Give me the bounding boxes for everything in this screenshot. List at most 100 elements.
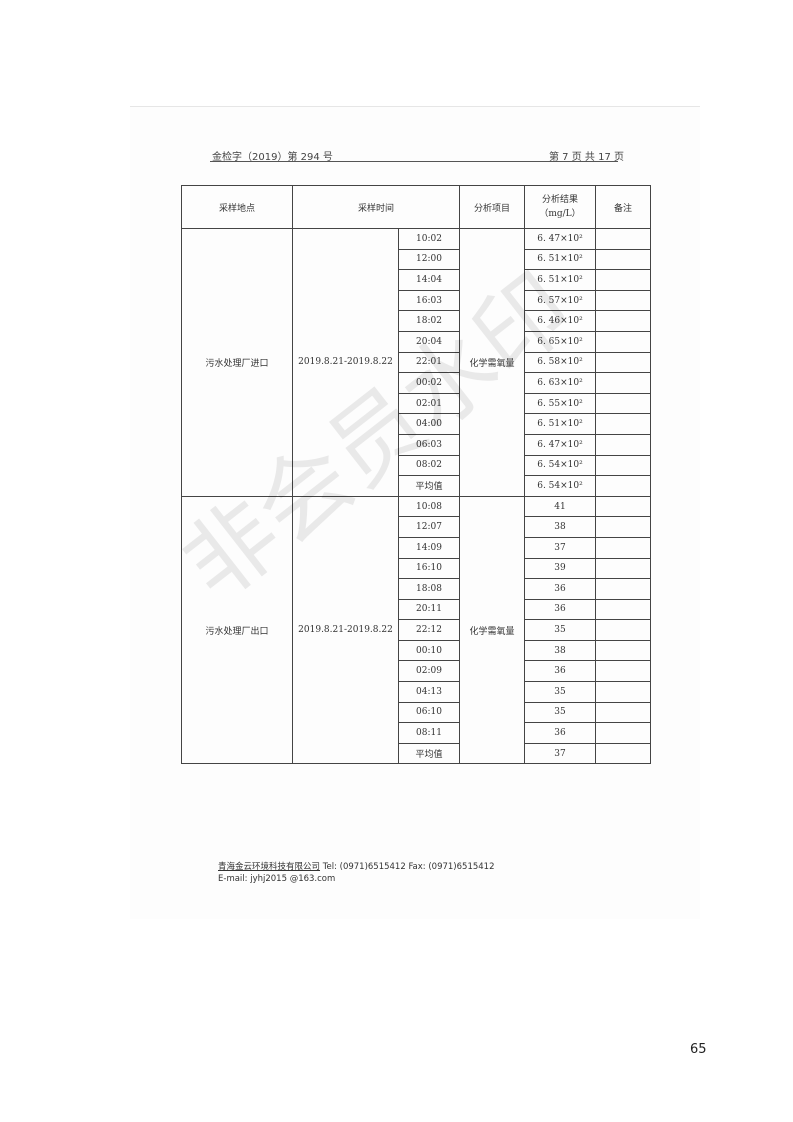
col-remark: 备注 [595,185,651,229]
table-row: 00:02 6. 63×10² [182,372,651,394]
phone-fax: Tel: (0971)6515412 Fax: (0971)6515412 [320,862,495,872]
remark-cell [595,310,651,332]
time-cell: 10:08 [398,495,460,518]
time-cell: 12:00 [398,248,460,271]
remark-cell [595,392,651,415]
table-row: 20:11 36 [182,598,651,621]
time-cell: 22:01 [398,351,460,374]
result-cell: 6. 47×10² [524,228,596,250]
result-cell: 35 [524,701,596,724]
date-range-cell: 2019.8.21-2019.8.22 [292,495,399,765]
table-row: 污水处理厂进口 2019.8.21-2019.8.22 10:02 化学需氧量 6. 4… [181,228,651,497]
location-cell: 污水处理厂出口 [181,495,293,765]
result-cell: 6. 55×10² [524,392,596,415]
time-cell: 18:08 [398,578,460,600]
time-cell: 02:09 [398,660,460,683]
time-cell: 22:12 [398,619,460,641]
remark-cell [595,351,651,374]
remark-cell [595,578,651,600]
result-cell: 35 [524,619,596,641]
result-cell: 6. 65×10² [524,330,596,353]
table-row: 12:00 6. 51×10² [182,248,651,271]
page-number: 65 [690,1042,707,1057]
time-cell: 18:02 [398,310,460,332]
remark-cell [595,372,651,394]
table-row: 平均值 6. 54×10² [182,475,651,497]
result-cell: 37 [524,742,596,765]
table-row: 02:01 6. 55×10² [182,392,651,415]
result-cell: 41 [524,495,596,518]
col-time: 采样时间 [292,185,460,229]
result-cell: 6. 47×10² [524,433,596,456]
table-row: 18:02 6. 46×10² [182,310,651,332]
remark-cell [595,495,651,518]
time-cell: 20:11 [398,598,460,621]
result-cell: 36 [524,660,596,683]
table-row: 02:09 36 [182,660,651,683]
remark-cell [595,289,651,312]
result-cell: 6. 58×10² [524,351,596,374]
footer-email: E-mail: jyhj2015 @163.com [218,874,336,884]
time-cell: 02:01 [398,392,460,415]
time-cell: 00:10 [398,639,460,662]
remark-cell [595,433,651,456]
document-number: 金检字（2019）第 294 号 [212,152,333,163]
table-row: 04:00 6. 51×10² [182,413,651,435]
remark-cell [595,454,651,477]
result-cell: 37 [524,536,596,559]
remark-cell [595,330,651,353]
time-cell: 08:11 [398,722,460,744]
remark-cell [595,516,651,538]
time-cell: 04:00 [398,413,460,435]
result-cell: 36 [524,722,596,744]
table-row: 平均值 37 [182,742,651,765]
remark-cell [595,742,651,765]
table-row: 08:11 36 [182,722,651,744]
result-cell: 6. 51×10² [524,413,596,435]
result-cell: 6. 57×10² [524,289,596,312]
time-cell: 16:10 [398,557,460,580]
remark-cell [595,722,651,744]
remark-cell [595,413,651,435]
company-name: 青海金云环境科技有限公司 [218,862,321,872]
remark-cell [595,598,651,621]
col-result: 分析结果（mg/L） [524,185,596,229]
remark-cell [595,639,651,662]
table-row: 06:10 35 [182,701,651,724]
footer-contact: 青海金云环境科技有限公司 Tel: (0971)6515412 Fax: (09… [218,860,494,872]
time-cell: 平均值 [398,475,460,497]
header-rule [210,161,618,162]
result-cell: 38 [524,639,596,662]
result-cell: 39 [524,557,596,580]
remark-cell [595,701,651,724]
remark-cell [595,269,651,291]
item-cell: 化学需氧量 [459,228,525,497]
table-row: 16:03 6. 57×10² [182,289,651,312]
remark-cell [595,536,651,559]
time-cell: 平均值 [398,742,460,765]
remark-cell [595,681,651,703]
time-cell: 06:03 [398,433,460,456]
result-cell: 36 [524,578,596,600]
result-cell: 6. 63×10² [524,372,596,394]
results-table: 采样地点 采样时间 分析项目 分析结果（mg/L） 备注 污水处理厂进口 2019… [181,185,651,765]
result-cell: 6. 54×10² [524,475,596,497]
remark-cell [595,557,651,580]
result-cell: 6. 46×10² [524,310,596,332]
col-location: 采样地点 [181,185,293,229]
result-cell: 6. 51×10² [524,248,596,271]
table-row: 22:01 6. 58×10² [182,351,651,374]
time-cell: 00:02 [398,372,460,394]
time-cell: 14:09 [398,536,460,559]
result-cell: 35 [524,681,596,703]
time-cell: 12:07 [398,516,460,538]
time-cell: 06:10 [398,701,460,724]
time-cell: 10:02 [398,228,460,250]
table-row: 08:02 6. 54×10² [182,454,651,477]
time-cell: 16:03 [398,289,460,312]
remark-cell [595,248,651,271]
table-row: 12:07 38 [182,516,651,538]
table-row: 18:08 36 [182,578,651,600]
table-row: 14:04 6. 51×10² [182,269,651,291]
